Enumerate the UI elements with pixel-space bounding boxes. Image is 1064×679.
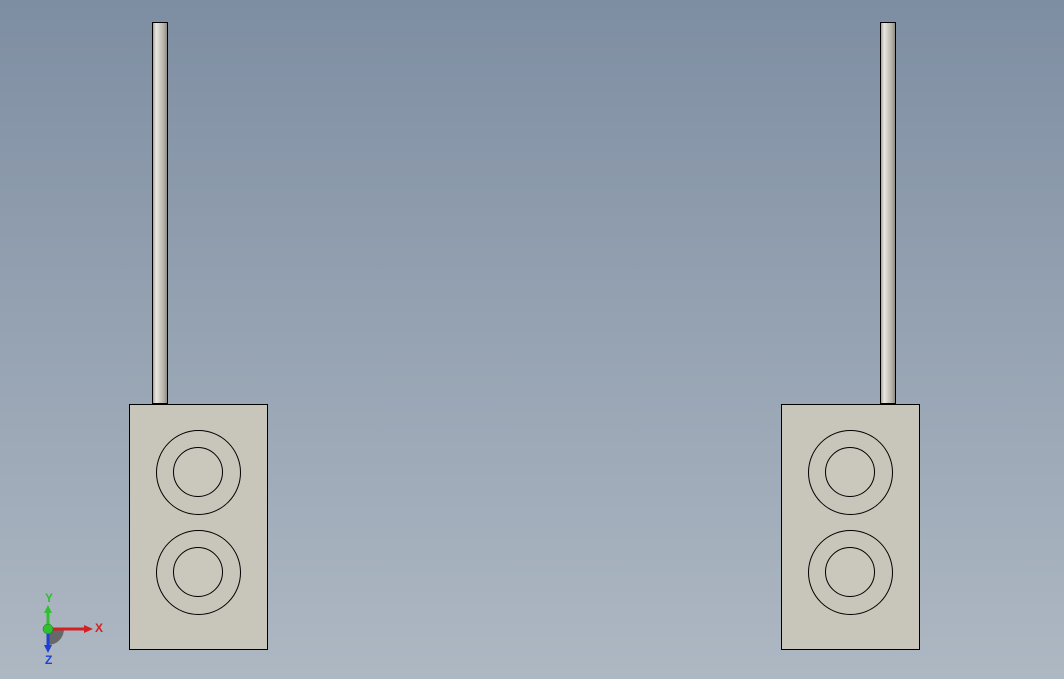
left-rod-part[interactable] bbox=[152, 22, 168, 404]
left-counterbore-2-inner[interactable] bbox=[173, 547, 223, 597]
orientation-triad[interactable]: X Y Z bbox=[30, 591, 110, 661]
axis-y-label: Y bbox=[45, 591, 53, 605]
left-counterbore-1-inner[interactable] bbox=[173, 447, 223, 497]
axis-z-label: Z bbox=[45, 653, 52, 667]
right-rod-part[interactable] bbox=[880, 22, 896, 404]
right-counterbore-1-inner[interactable] bbox=[825, 447, 875, 497]
axis-x-label: X bbox=[95, 621, 103, 635]
cad-viewport[interactable]: X Y Z bbox=[0, 0, 1064, 679]
right-counterbore-2-inner[interactable] bbox=[825, 547, 875, 597]
